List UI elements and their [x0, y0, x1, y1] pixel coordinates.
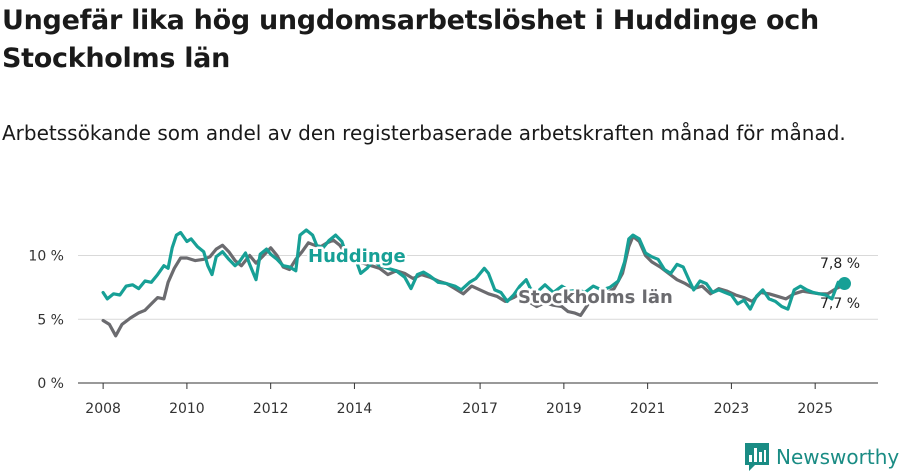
newsworthy-logo: Newsworthy	[744, 441, 899, 473]
x-tick-label: 2014	[337, 401, 373, 417]
stockholm-line	[101, 234, 847, 338]
stockholm-series-label: Stockholms län	[518, 287, 673, 308]
x-tick-label: 2017	[462, 401, 498, 417]
huddinge-line	[101, 228, 847, 311]
stockholm-end-label: 7,7 %	[820, 296, 860, 312]
huddinge-end-label: 7,8 %	[820, 256, 860, 272]
x-tick-labels: 2008 2010 2012 2014 2017 2019 2021 2023 2025	[85, 401, 833, 417]
huddinge-series-label: Huddinge	[308, 246, 406, 267]
x-tick-label: 2023	[714, 401, 750, 417]
x-tick-label: 2025	[797, 401, 833, 417]
x-tick-label: 2008	[85, 401, 121, 417]
series-lines	[101, 228, 847, 338]
y-tick-label: 5 %	[37, 312, 64, 328]
chart-subtitle: Arbetssökande som andel av den registerb…	[2, 121, 846, 145]
brand-name: Newsworthy	[776, 445, 900, 469]
y-tick-label: 0 %	[37, 376, 64, 392]
y-tick-label: 10 %	[28, 249, 64, 265]
chart-title: Ungefär lika hög ungdomsarbetslöshet i H…	[2, 5, 819, 74]
x-tick-label: 2010	[169, 401, 205, 417]
x-tick-marks	[102, 383, 816, 389]
y-tick-labels: 0 % 5 % 10 %	[28, 249, 64, 393]
end-markers: 7,8 % 7,7 %	[820, 256, 860, 312]
x-tick-label: 2021	[630, 401, 666, 417]
x-tick-label: 2012	[253, 401, 289, 417]
x-tick-label: 2019	[546, 401, 582, 417]
bar-chart-logo-icon	[745, 443, 769, 471]
series-labels: Huddinge Stockholms län	[306, 244, 676, 311]
huddinge-end-dot	[837, 277, 851, 291]
